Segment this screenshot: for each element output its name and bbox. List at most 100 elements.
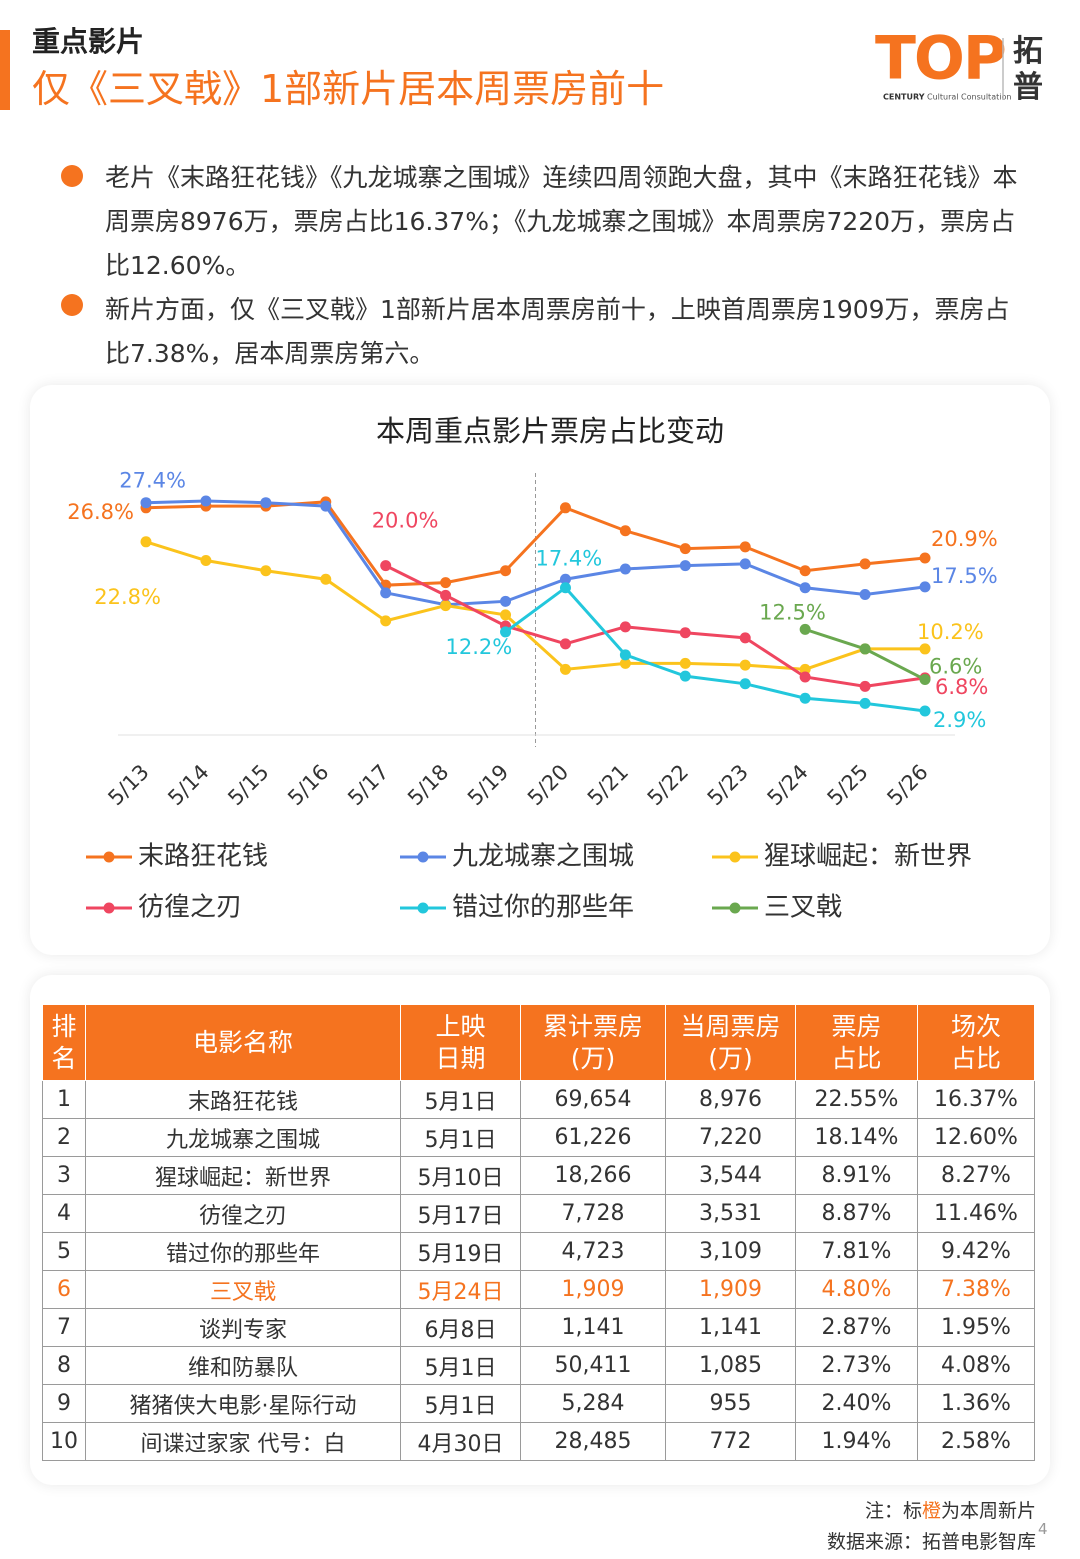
page-number: 4: [1038, 1520, 1048, 1538]
footnote-text: 为本周新片: [940, 1500, 1036, 1522]
table-cell: 5,284: [520, 1384, 666, 1423]
table-cell: 5月19日: [400, 1232, 521, 1271]
legend-label: 九龙城寨之围城: [452, 842, 634, 872]
data-label: 10.2%: [917, 620, 984, 644]
header-cell: 电影名称: [85, 1004, 401, 1081]
table-row: 10 间谍过家家 代号：白 4月30日 28,485 772 1.94% 2.58%: [42, 1422, 1035, 1461]
data-label: 12.2%: [446, 635, 513, 659]
data-point: [919, 581, 931, 593]
table-cell: 9.42%: [917, 1232, 1035, 1271]
table-row: 7 谈判专家 6月8日 1,141 1,141 2.87% 1.95%: [42, 1308, 1035, 1347]
data-label: 6.6%: [929, 655, 982, 679]
logo-tagline: Cultural Consultation: [927, 93, 1011, 102]
table-cell: 10: [42, 1422, 86, 1461]
bullet-dot: [61, 165, 83, 187]
chart-title: 本周重点影片票房占比变动: [376, 414, 724, 448]
data-point: [440, 600, 452, 612]
table-cell: 8,976: [665, 1080, 796, 1119]
data-point: [799, 565, 811, 577]
data-point: [799, 582, 811, 594]
data-point: [919, 552, 931, 564]
table-cell: 1,141: [520, 1308, 666, 1347]
table-cell: 1,141: [665, 1308, 796, 1347]
header-cell: 上映 日期: [400, 1004, 521, 1081]
footnote-text: 注：标: [864, 1500, 922, 1522]
table-cell: 三叉戟: [85, 1270, 401, 1309]
table-cell: 6月8日: [400, 1308, 521, 1347]
table-cell: 7: [42, 1308, 86, 1347]
series-line: [504, 585, 926, 713]
header-text: 场次: [950, 1011, 1001, 1041]
data-point: [859, 558, 871, 570]
table-cell: 9: [42, 1384, 86, 1423]
table-cell: 772: [665, 1422, 796, 1461]
x-tick-label: 5/23: [703, 760, 753, 810]
data-point: [739, 558, 751, 570]
logo-tagline: CENTURY: [883, 93, 925, 102]
data-point: [619, 563, 631, 575]
series-line: [145, 500, 926, 587]
header-text: 电影名称: [192, 1027, 293, 1057]
header-text: (万): [708, 1043, 753, 1073]
table-row: 9 猪猪侠大电影·星际行动 5月1日 5,284 955 2.40% 1.36%: [42, 1384, 1035, 1423]
data-point: [799, 663, 811, 675]
table-cell: 4月30日: [400, 1422, 521, 1461]
page-title: 仅《三叉戟》1部新片居本周票房前十: [32, 67, 665, 111]
table-cell: 8.91%: [795, 1156, 918, 1195]
x-tick-label: 5/13: [103, 760, 153, 810]
legend-dot: [417, 902, 429, 914]
table-cell: 69,654: [520, 1080, 666, 1119]
data-point: [500, 626, 512, 638]
x-tick-label: 5/25: [823, 760, 873, 810]
data-point: [380, 560, 392, 572]
header-text: 名: [51, 1043, 77, 1073]
data-point: [859, 643, 871, 655]
series-line: [145, 540, 925, 671]
legend-dot: [103, 851, 115, 863]
data-point: [739, 659, 751, 671]
header-cell: 场次 占比: [917, 1004, 1035, 1081]
data-point: [559, 582, 571, 594]
data-point: [559, 663, 571, 675]
table-cell: 5月17日: [400, 1194, 521, 1233]
table-cell: 11.46%: [917, 1194, 1035, 1233]
table-cell: 5月10日: [400, 1156, 521, 1195]
table-cell: 5: [42, 1232, 86, 1271]
data-point: [799, 623, 811, 635]
header-text: 累计票房: [542, 1011, 643, 1041]
data-label: 6.8%: [935, 675, 988, 699]
bullet-text: 老片《末路狂花钱》《九龙城寨之围城》连续四周领跑大盘，其中《末路狂花钱》本周票房…: [105, 163, 1018, 280]
data-point: [200, 495, 212, 507]
accent-bar: [0, 30, 10, 110]
data-point: [919, 643, 931, 655]
table-row: 4 彷徨之刃 5月17日 7,728 3,531 8.87% 11.46%: [42, 1194, 1035, 1233]
header-cell: 累计票房 (万): [520, 1004, 666, 1081]
series-line: [145, 499, 926, 607]
legend-label: 错过你的那些年: [452, 893, 634, 923]
logo-name: 拓普: [1013, 34, 1043, 105]
data-point: [679, 560, 691, 572]
logo: TOP CENTURY Cultural Consultation 拓普: [875, 30, 1043, 105]
header-cell: 票房 占比: [795, 1004, 918, 1081]
legend-dot: [103, 902, 115, 914]
data-label: 22.8%: [94, 585, 161, 609]
data-point: [500, 565, 512, 577]
table-cell: 7.81%: [795, 1232, 918, 1271]
table-cell: 1,085: [665, 1346, 796, 1385]
data-point: [799, 692, 811, 704]
data-point: [859, 680, 871, 692]
table-cell: 九龙城寨之围城: [85, 1118, 401, 1157]
table-cell: 28,485: [520, 1422, 666, 1461]
data-label: 20.0%: [372, 509, 439, 533]
table-cell: 谈判专家: [85, 1308, 401, 1347]
x-tick-label: 5/14: [163, 760, 213, 810]
table-cell: 61,226: [520, 1118, 666, 1157]
series-line: [385, 564, 926, 688]
table-cell: 5月1日: [400, 1384, 521, 1423]
x-tick-label: 5/16: [283, 760, 333, 810]
table-cell: 5月1日: [400, 1346, 521, 1385]
table-cell: 1: [42, 1080, 86, 1119]
table-cell: 12.60%: [917, 1118, 1035, 1157]
table-cell: 4.08%: [917, 1346, 1035, 1385]
